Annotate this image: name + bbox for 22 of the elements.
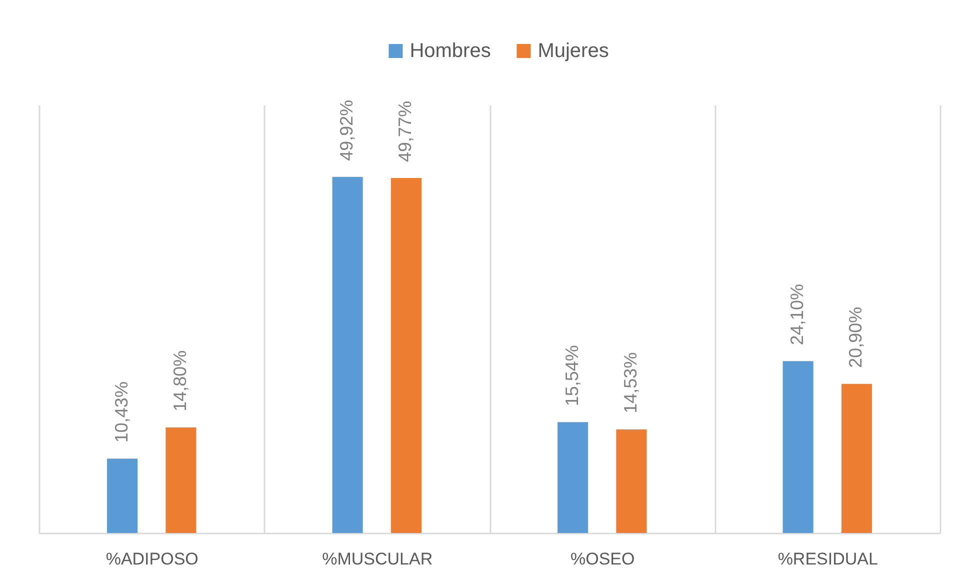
data-label: 24,10% [787,284,808,346]
data-label: 49,92% [336,100,357,161]
data-label: 14,53% [620,352,640,414]
bar [558,422,588,533]
data-label: 10,43% [111,382,132,443]
bar [616,429,647,533]
data-label: 20,90% [846,306,866,368]
bar [332,176,363,533]
x-tick-label: %MUSCULAR [322,550,433,568]
bar [390,178,422,533]
legend-label: Hombres [410,40,491,62]
x-tick-label: %RESIDUAL [778,550,878,568]
data-label: 14,80% [170,350,190,412]
x-tick-label: %OSEO [570,550,635,568]
data-label: 15,54% [562,345,582,406]
bar [166,427,196,533]
bar [841,384,872,533]
bar [107,458,138,533]
data-label: 49,77% [395,100,416,162]
legend-label: Mujeres [538,40,609,62]
x-tick-label: %ADIPOSO [106,550,198,568]
bar [782,361,814,533]
